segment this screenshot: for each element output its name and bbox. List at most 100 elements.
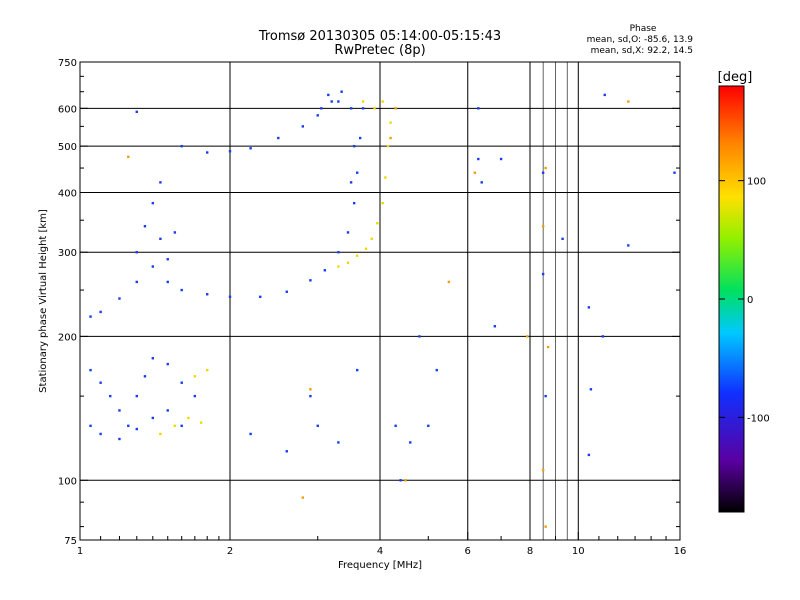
x-tick-label: 2 bbox=[227, 546, 233, 557]
data-point bbox=[376, 222, 379, 225]
stats-o-mode: mean, sd,O: -85.6, 13.9 bbox=[587, 35, 694, 45]
data-point bbox=[394, 107, 397, 110]
data-point bbox=[370, 237, 373, 241]
data-point bbox=[99, 310, 102, 314]
data-point bbox=[346, 261, 350, 265]
data-point bbox=[166, 280, 169, 284]
data-point bbox=[561, 237, 564, 241]
data-point bbox=[159, 432, 162, 436]
data-point bbox=[589, 388, 593, 391]
data-point bbox=[337, 265, 340, 268]
data-point bbox=[118, 297, 121, 300]
data-point bbox=[418, 335, 421, 338]
data-point bbox=[384, 176, 387, 179]
data-point bbox=[361, 100, 365, 103]
data-point bbox=[399, 479, 402, 482]
data-point bbox=[316, 114, 319, 117]
data-point bbox=[447, 280, 451, 284]
data-point bbox=[99, 432, 102, 436]
data-point bbox=[159, 237, 162, 241]
data-point bbox=[135, 280, 138, 284]
data-point bbox=[180, 381, 183, 384]
data-point bbox=[89, 315, 92, 318]
data-point bbox=[301, 125, 305, 128]
data-point bbox=[143, 225, 147, 228]
data-point bbox=[151, 357, 155, 360]
data-point bbox=[89, 368, 92, 372]
data-point bbox=[386, 144, 390, 148]
data-point bbox=[118, 437, 121, 441]
data-point bbox=[330, 100, 333, 103]
data-point bbox=[187, 416, 190, 420]
x-tick-label: 4 bbox=[377, 546, 383, 557]
data-point bbox=[151, 201, 155, 205]
colorbar-tick-label: 0 bbox=[747, 295, 753, 306]
data-point bbox=[205, 151, 209, 154]
data-point bbox=[346, 231, 350, 234]
data-point bbox=[301, 496, 305, 499]
data-point bbox=[587, 453, 591, 457]
data-point bbox=[541, 272, 545, 276]
data-point bbox=[193, 394, 197, 398]
data-point bbox=[355, 254, 359, 257]
data-point bbox=[673, 171, 676, 174]
data-point bbox=[277, 136, 280, 140]
data-point bbox=[180, 288, 183, 292]
data-point bbox=[337, 251, 340, 254]
data-point bbox=[285, 290, 288, 293]
data-point bbox=[166, 362, 169, 366]
data-point bbox=[309, 279, 312, 282]
data-point bbox=[309, 388, 312, 391]
data-point bbox=[381, 201, 384, 205]
grid-lines bbox=[80, 62, 680, 540]
y-tick-label: 100 bbox=[58, 476, 77, 487]
data-point bbox=[349, 181, 353, 184]
colorbar-ticks: 100 0 -100 bbox=[719, 177, 770, 424]
y-tick-label: 750 bbox=[58, 58, 77, 69]
data-point bbox=[541, 171, 545, 174]
data-point bbox=[544, 525, 547, 528]
data-point bbox=[477, 107, 480, 110]
data-point bbox=[118, 409, 121, 412]
data-point bbox=[309, 394, 312, 398]
stats-x-mode: mean, sd,X: 92.2, 14.5 bbox=[591, 46, 693, 56]
data-point bbox=[259, 295, 262, 299]
data-point bbox=[109, 394, 112, 398]
y-tick-label: 300 bbox=[58, 248, 77, 259]
x-tick-label: 16 bbox=[674, 546, 687, 557]
data-point bbox=[143, 375, 147, 378]
y-tick-label: 75 bbox=[64, 536, 77, 547]
data-point bbox=[480, 181, 483, 184]
data-point bbox=[205, 293, 209, 296]
data-point bbox=[404, 479, 407, 482]
colorbar-tick-label: 100 bbox=[747, 177, 766, 188]
data-point bbox=[320, 107, 323, 110]
data-point bbox=[173, 424, 177, 428]
data-point bbox=[159, 181, 162, 184]
x-axis-title: Frequency [MHz] bbox=[338, 560, 422, 571]
data-point bbox=[316, 424, 319, 428]
data-point bbox=[493, 325, 497, 328]
data-point bbox=[205, 368, 209, 372]
data-point bbox=[180, 424, 183, 428]
y-tick-label: 400 bbox=[58, 188, 77, 199]
data-point bbox=[389, 121, 392, 124]
data-point bbox=[361, 107, 365, 110]
data-point bbox=[355, 171, 359, 174]
chart-subtitle: RwPretec (8p) bbox=[334, 43, 425, 58]
data-point bbox=[364, 247, 368, 250]
colorbar-label: [deg] bbox=[718, 70, 753, 85]
data-point bbox=[228, 295, 232, 299]
data-point bbox=[135, 251, 138, 254]
data-point bbox=[337, 441, 340, 444]
data-point bbox=[135, 110, 138, 114]
data-point bbox=[151, 265, 155, 268]
data-point bbox=[394, 424, 397, 428]
data-point bbox=[389, 136, 392, 140]
data-point bbox=[546, 345, 550, 349]
data-point bbox=[349, 107, 353, 110]
chart-title: Tromsø 20130305 05:14:00-05:15:43 bbox=[258, 29, 501, 44]
x-tick-label: 1 bbox=[77, 546, 83, 557]
data-point bbox=[340, 90, 343, 93]
